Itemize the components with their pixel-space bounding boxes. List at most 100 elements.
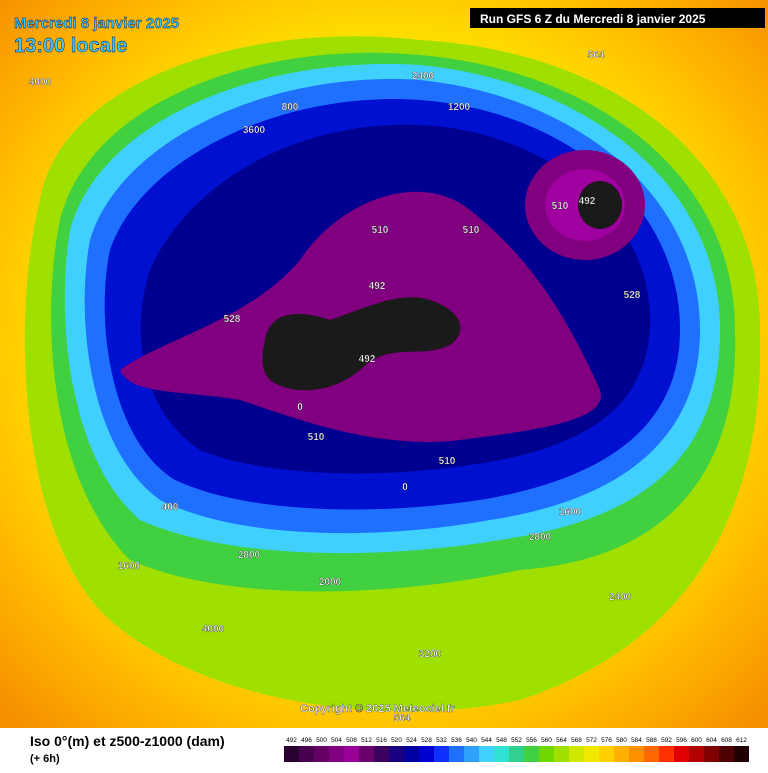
- map-time: 13:00 locale: [14, 35, 127, 57]
- zone-core: [262, 297, 461, 391]
- scale-label: 568: [571, 737, 582, 744]
- run-box: [470, 8, 765, 28]
- zone-core-low: [578, 181, 622, 229]
- scale-swatch: [434, 746, 449, 762]
- scale-swatch: [704, 746, 719, 762]
- scale-label: 536: [451, 737, 462, 744]
- scale-label: 604: [706, 737, 717, 744]
- scale-swatch: [464, 746, 479, 762]
- scale-label: 580: [616, 737, 627, 744]
- contour-label: 2000: [319, 577, 342, 588]
- scale-swatch: [344, 746, 359, 762]
- scale-swatch: [674, 746, 689, 762]
- scale-swatch: [494, 746, 509, 762]
- scale-label: 516: [376, 737, 387, 744]
- scale-label: 572: [586, 737, 597, 744]
- contour-label: 2800: [238, 550, 261, 561]
- scale-swatch: [659, 746, 674, 762]
- scale-label: 540: [466, 737, 477, 744]
- scale-label: 504: [331, 737, 342, 744]
- scale-label: 548: [496, 737, 507, 744]
- scale-swatch: [569, 746, 584, 762]
- scale-swatch: [329, 746, 344, 762]
- contour-label: 2400: [609, 592, 632, 603]
- scale-swatch: [419, 746, 434, 762]
- contour-label: 510: [308, 432, 325, 443]
- scale-label: 524: [406, 737, 417, 744]
- run-info: Run GFS 6 Z du Mercredi 8 janvier 2025: [480, 12, 706, 26]
- scale-label: 520: [391, 737, 402, 744]
- scale-swatch: [479, 746, 494, 762]
- scale-label: 544: [481, 737, 492, 744]
- contour-label: 492: [579, 196, 596, 207]
- contour-label: 4000: [29, 77, 52, 88]
- scale-swatch: [524, 746, 539, 762]
- scale-label: 552: [511, 737, 522, 744]
- scale-swatch: [554, 746, 569, 762]
- scale-label: 508: [346, 737, 357, 744]
- scale-swatch: [644, 746, 659, 762]
- scale-label: 608: [721, 737, 732, 744]
- scale-label: 584: [631, 737, 642, 744]
- contour-label: 564: [394, 713, 411, 724]
- scale-swatch: [689, 746, 704, 762]
- scale-label: 496: [301, 737, 312, 744]
- scale-swatch: [449, 746, 464, 762]
- scale-swatch: [584, 746, 599, 762]
- scale-label: 564: [556, 737, 567, 744]
- legend-title: Iso 0°(m) et z500-z1000 (dam): [30, 733, 225, 749]
- contour-label: 528: [624, 290, 641, 301]
- scale-label: 600: [691, 737, 702, 744]
- scale-swatch: [599, 746, 614, 762]
- scale-swatch: [374, 746, 389, 762]
- contour-label: 3200: [419, 649, 442, 660]
- contour-label: 3600: [243, 125, 266, 136]
- scale-swatch: [314, 746, 329, 762]
- scale-swatch: [509, 746, 524, 762]
- lead-time: (+ 6h): [30, 753, 60, 765]
- contour-label: 2800: [529, 532, 552, 543]
- scale-label: 500: [316, 737, 327, 744]
- scale-swatch: [359, 746, 374, 762]
- contour-label: 510: [552, 201, 569, 212]
- scale-label: 492: [286, 737, 297, 744]
- scale-swatch: [629, 746, 644, 762]
- contour-label: 564: [588, 50, 605, 61]
- contour-label: 510: [463, 225, 480, 236]
- scale-swatch: [299, 746, 314, 762]
- scale-label: 592: [661, 737, 672, 744]
- scale-label: 576: [601, 737, 612, 744]
- contour-label: 1200: [448, 102, 471, 113]
- scale-swatch: [734, 746, 749, 762]
- contour-label: 510: [372, 225, 389, 236]
- scale-label: 588: [646, 737, 657, 744]
- contour-label: 800: [282, 102, 299, 113]
- scale-swatch: [284, 746, 299, 762]
- scale-swatch: [404, 746, 419, 762]
- scale-swatch: [719, 746, 734, 762]
- scale-label: 528: [421, 737, 432, 744]
- scale-label: 556: [526, 737, 537, 744]
- contour-label: 492: [359, 354, 376, 365]
- contour-label: 4000: [202, 624, 225, 635]
- scale-swatch: [539, 746, 554, 762]
- contour-label: 0: [297, 402, 303, 413]
- contour-labels: 492 492 492 510 510 510 510 510 528 528 564 564 2400…: [29, 50, 641, 724]
- scale-swatch: [389, 746, 404, 762]
- contour-label: 510: [439, 456, 456, 467]
- contour-label: 400: [162, 502, 179, 513]
- scale-label: 512: [361, 737, 372, 744]
- contour-label: 528: [224, 314, 241, 325]
- contour-label: 2400: [412, 71, 435, 82]
- contour-label: 1600: [559, 507, 582, 518]
- map-date: Mercredi 8 janvier 2025: [14, 15, 179, 32]
- scale-swatch: [614, 746, 629, 762]
- copyright: Copyright © 2025 Meteociel.fr: [300, 703, 456, 715]
- scale-label: 596: [676, 737, 687, 744]
- contour-label: 1600: [118, 561, 141, 572]
- scale-label: 612: [736, 737, 747, 744]
- contour-label: 492: [369, 281, 386, 292]
- scale-label: 532: [436, 737, 447, 744]
